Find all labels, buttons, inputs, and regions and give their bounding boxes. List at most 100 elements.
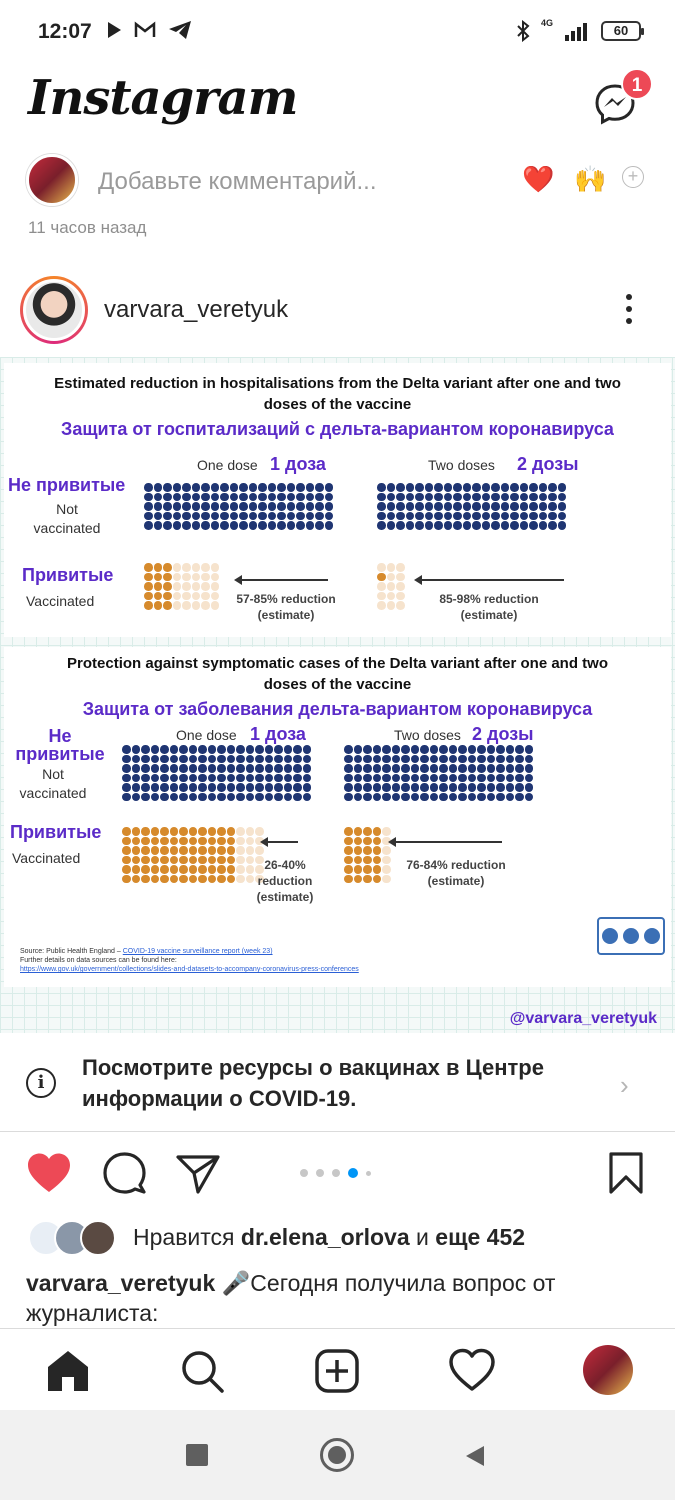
source-url[interactable]: https://www.gov.uk/government/collection…: [20, 966, 359, 973]
pictogram-dot: [163, 502, 172, 511]
pictogram-dot: [529, 492, 538, 501]
search-icon[interactable]: [178, 1347, 226, 1395]
post-caption[interactable]: varvara_veretyuk 🎤Сегодня получила вопро…: [26, 1268, 656, 1326]
pictogram-dot: [267, 492, 276, 501]
pictogram-dot: [172, 582, 181, 591]
pictogram-dot: [169, 846, 178, 855]
comment-icon[interactable]: [102, 1152, 146, 1194]
like-heart-icon[interactable]: [26, 1152, 72, 1194]
pictogram-dot: [372, 827, 381, 836]
post-image[interactable]: Estimated reduction in hospitalisations …: [0, 357, 675, 1033]
pictogram-dot: [245, 745, 254, 754]
pictogram-dot: [344, 827, 353, 836]
pictogram-dot: [191, 563, 200, 572]
pictogram-dot: [245, 846, 254, 855]
heart-emoji-button[interactable]: ❤️: [522, 164, 555, 194]
add-post-icon[interactable]: [313, 1347, 361, 1395]
pictogram-dot: [169, 783, 178, 792]
pictogram-dot: [529, 511, 538, 520]
raised-hands-emoji-button[interactable]: 🙌: [574, 164, 607, 194]
liker-username[interactable]: dr.elena_orlova: [240, 1224, 410, 1250]
source-link[interactable]: COVID-19 vaccine surveillance report (we…: [122, 948, 273, 955]
pictogram-dot: [217, 754, 226, 763]
pictogram-dot: [386, 521, 395, 530]
post-author-avatar[interactable]: [20, 276, 88, 344]
add-emoji-icon[interactable]: +: [622, 166, 644, 188]
pictogram-dot: [131, 865, 140, 874]
pictogram-dot: [302, 773, 311, 782]
pictogram-dot: [122, 836, 131, 845]
pictogram-dot: [491, 511, 500, 520]
pictogram-dot: [191, 483, 200, 492]
two-doses-label-ru: 2 дозы: [517, 454, 579, 474]
status-bar: 12:07 4G 60: [0, 0, 675, 64]
pictogram-dot: [401, 754, 410, 763]
home-button[interactable]: [320, 1438, 354, 1472]
pictogram-dot: [486, 745, 495, 754]
pictogram-dot: [188, 773, 197, 782]
heart-icon[interactable]: [448, 1347, 496, 1395]
pictogram-dot: [420, 792, 429, 801]
pictogram-dot: [172, 492, 181, 501]
pictogram-dot: [424, 492, 433, 501]
pictogram-dot: [255, 773, 264, 782]
pictogram-dot: [424, 521, 433, 530]
pictogram-dot: [179, 764, 188, 773]
pictogram-dot: [163, 563, 172, 572]
likes-row[interactable]: Нравится dr.elena_orlova и еще 452: [0, 1218, 675, 1258]
messenger-icon[interactable]: [593, 82, 637, 126]
pictogram-dot: [248, 502, 257, 511]
share-icon[interactable]: [176, 1154, 220, 1194]
pictogram-dot: [160, 783, 169, 792]
pictogram-dot: [372, 874, 381, 883]
post-header: varvara_veretyuk: [0, 276, 675, 346]
pictogram-dot: [377, 582, 386, 591]
pictogram-dot: [377, 601, 386, 610]
pictogram-dot: [198, 773, 207, 782]
pictogram-dot: [179, 855, 188, 864]
pictogram-dot: [163, 483, 172, 492]
save-bookmark-icon[interactable]: [608, 1152, 644, 1194]
pictogram-dot: [462, 502, 471, 511]
pictogram-dot: [236, 827, 245, 836]
dot-grid-vaccinated-one-dose: [144, 563, 219, 610]
likes-count[interactable]: еще 452: [435, 1224, 526, 1250]
home-icon[interactable]: [44, 1347, 92, 1395]
comment-input[interactable]: Добавьте комментарий...: [98, 168, 377, 195]
pictogram-dot: [201, 502, 210, 511]
pictogram-dot: [443, 511, 452, 520]
pictogram-dot: [481, 521, 490, 530]
pictogram-dot: [296, 502, 305, 511]
pictogram-dot: [420, 773, 429, 782]
instagram-logo[interactable]: Instagram: [28, 70, 298, 126]
dot-grid-unvaccinated-one-dose: [122, 745, 311, 801]
pictogram-dot: [248, 492, 257, 501]
pictogram-dot: [198, 827, 207, 836]
caption-username[interactable]: varvara_veretyuk: [26, 1270, 216, 1296]
pictogram-dot: [510, 483, 519, 492]
pictogram-dot: [198, 792, 207, 801]
covid-info-banner[interactable]: i Посмотрите ресурсы о вакцинах в Центре…: [0, 1036, 675, 1132]
pictogram-dot: [382, 745, 391, 754]
pictogram-dot: [377, 511, 386, 520]
pictogram-dot: [150, 783, 159, 792]
pictogram-dot: [169, 865, 178, 874]
pictogram-dot: [220, 483, 229, 492]
post-username[interactable]: varvara_veretyuk: [104, 296, 289, 323]
unvaccinated-label-ru: Не привитые: [8, 475, 126, 495]
recent-apps-button[interactable]: [186, 1444, 208, 1466]
pictogram-dot: [198, 846, 207, 855]
gmail-icon: [134, 21, 156, 37]
pictogram-dot: [510, 502, 519, 511]
pictogram-dot: [258, 521, 267, 530]
pictogram-dot: [163, 492, 172, 501]
pictogram-dot: [519, 492, 528, 501]
profile-avatar[interactable]: [583, 1345, 633, 1395]
pictogram-dot: [302, 754, 311, 763]
pictogram-dot: [363, 754, 372, 763]
back-button[interactable]: [464, 1444, 486, 1468]
pictogram-dot: [315, 521, 324, 530]
pictogram-dot: [420, 754, 429, 763]
pictogram-dot: [548, 492, 557, 501]
more-options-icon[interactable]: [622, 294, 636, 330]
